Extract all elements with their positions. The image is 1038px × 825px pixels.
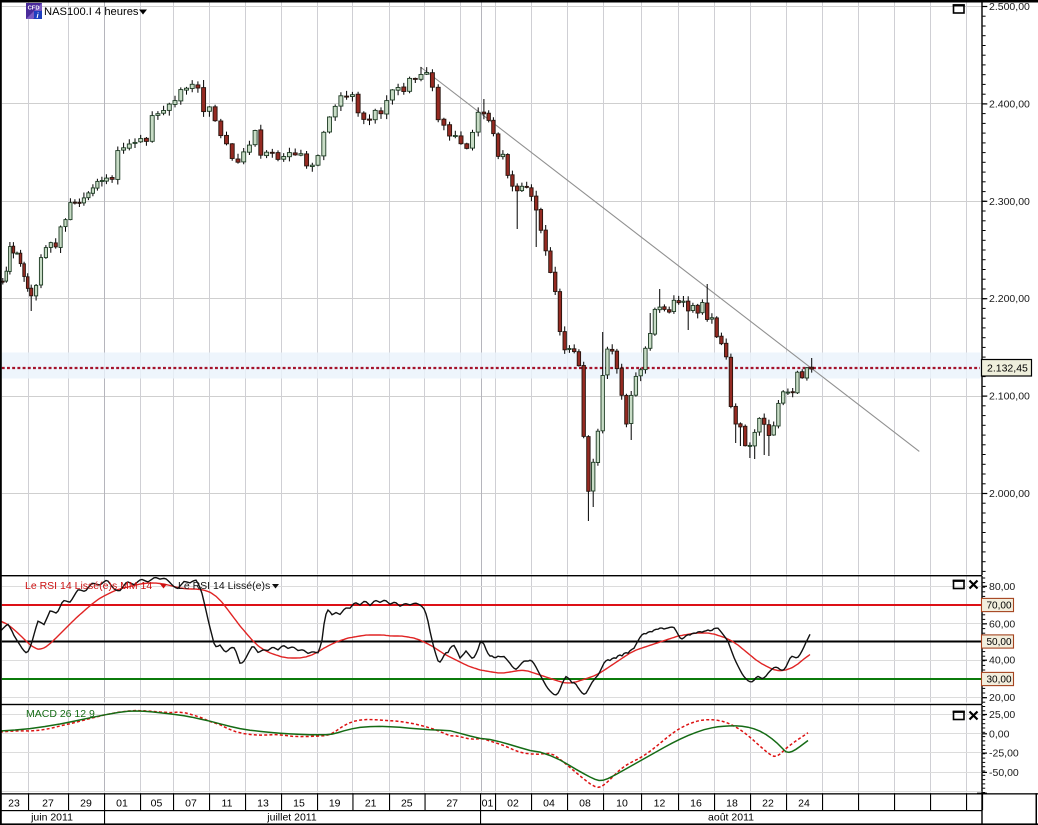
svg-text:40,00: 40,00 — [989, 655, 1015, 667]
svg-text:i: i — [37, 11, 40, 20]
svg-text:CFD: CFD — [28, 6, 40, 12]
svg-text:27: 27 — [446, 798, 458, 810]
svg-text:60,00: 60,00 — [989, 618, 1015, 630]
svg-text:2.100,00: 2.100,00 — [989, 391, 1030, 403]
svg-text:11: 11 — [222, 798, 233, 810]
svg-text:2.000,00: 2.000,00 — [989, 488, 1030, 500]
svg-text:04: 04 — [543, 798, 555, 810]
svg-text:02: 02 — [507, 798, 519, 810]
svg-text:18: 18 — [726, 798, 738, 810]
svg-text:2.132,45: 2.132,45 — [987, 363, 1028, 375]
svg-text:NAS100.I 4 heures: NAS100.I 4 heures — [44, 6, 139, 18]
svg-text:12: 12 — [654, 798, 666, 810]
svg-text:10: 10 — [616, 798, 628, 810]
svg-text:30,00: 30,00 — [987, 675, 1012, 686]
svg-text:22: 22 — [762, 798, 774, 810]
svg-text:2.500,00: 2.500,00 — [989, 1, 1030, 13]
svg-text:05: 05 — [151, 798, 163, 810]
svg-text:70,00: 70,00 — [987, 601, 1012, 612]
svg-text:21: 21 — [365, 798, 377, 810]
svg-text:2.300,00: 2.300,00 — [989, 196, 1030, 208]
svg-text:juin 2011: juin 2011 — [30, 812, 73, 824]
svg-text:15: 15 — [293, 798, 305, 810]
svg-text:27: 27 — [42, 798, 54, 810]
svg-text:-25,00: -25,00 — [989, 748, 1019, 760]
svg-text:24: 24 — [798, 798, 810, 810]
svg-text:-50,00: -50,00 — [989, 767, 1019, 779]
svg-text:07: 07 — [185, 798, 197, 810]
svg-text:août 2011: août 2011 — [708, 812, 754, 824]
svg-text:29: 29 — [80, 798, 92, 810]
svg-text:50,00: 50,00 — [987, 637, 1012, 648]
svg-text:16: 16 — [690, 798, 702, 810]
svg-text:01: 01 — [116, 798, 128, 810]
svg-text:23: 23 — [8, 798, 20, 810]
svg-text:20,00: 20,00 — [989, 692, 1015, 704]
svg-text:13: 13 — [257, 798, 269, 810]
svg-text:Le RSI 14 Lissé(e)s MM 14: Le RSI 14 Lissé(e)s MM 14 — [25, 580, 152, 592]
svg-text:juillet 2011: juillet 2011 — [266, 812, 317, 824]
svg-text:0,00: 0,00 — [989, 728, 1010, 740]
svg-text:2.200,00: 2.200,00 — [989, 293, 1030, 305]
svg-text:25: 25 — [401, 798, 413, 810]
svg-text:25,00: 25,00 — [989, 709, 1015, 721]
svg-text:MACD 26 12 9: MACD 26 12 9 — [26, 708, 95, 720]
svg-text:01: 01 — [482, 798, 494, 810]
svg-text:08: 08 — [579, 798, 591, 810]
svg-text:80,00: 80,00 — [989, 581, 1015, 593]
svg-text:19: 19 — [329, 798, 341, 810]
svg-text:2.400,00: 2.400,00 — [989, 98, 1030, 110]
svg-text:Le RSI 14 Lissé(e)s: Le RSI 14 Lissé(e)s — [178, 580, 270, 592]
